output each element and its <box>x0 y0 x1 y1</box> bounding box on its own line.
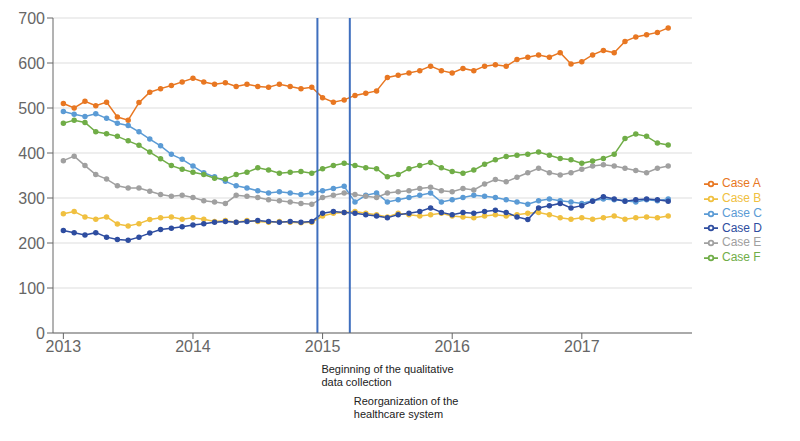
html-text:Case A: Case A <box>722 176 761 190</box>
svg-text:600: 600 <box>18 55 45 72</box>
svg-text:400: 400 <box>18 145 45 162</box>
html-text:Case B: Case B <box>722 190 762 205</box>
svg-text:200: 200 <box>18 235 45 252</box>
svg-text:100: 100 <box>18 280 45 297</box>
html-text:Case E: Case E <box>722 235 762 250</box>
svg-text:500: 500 <box>18 100 45 117</box>
svg-text:Reorganization of thehealthcar: Reorganization of thehealthcare system <box>354 395 459 420</box>
svg-text:2013: 2013 <box>46 338 82 355</box>
svg-text:2015: 2015 <box>305 338 341 355</box>
svg-text:2017: 2017 <box>564 338 600 355</box>
svg-text:2014: 2014 <box>175 338 211 355</box>
svg-text:300: 300 <box>18 190 45 207</box>
svg-text:2016: 2016 <box>434 338 470 355</box>
html-text:Case C: Case C <box>722 205 762 220</box>
html-text:Case F: Case F <box>722 250 761 265</box>
html-text:Case D: Case D <box>722 220 762 235</box>
svg-text:700: 700 <box>18 10 45 27</box>
svg-text:0: 0 <box>36 325 45 342</box>
svg-text:Beginning of the qualitativeda: Beginning of the qualitativedata collect… <box>321 363 453 388</box>
